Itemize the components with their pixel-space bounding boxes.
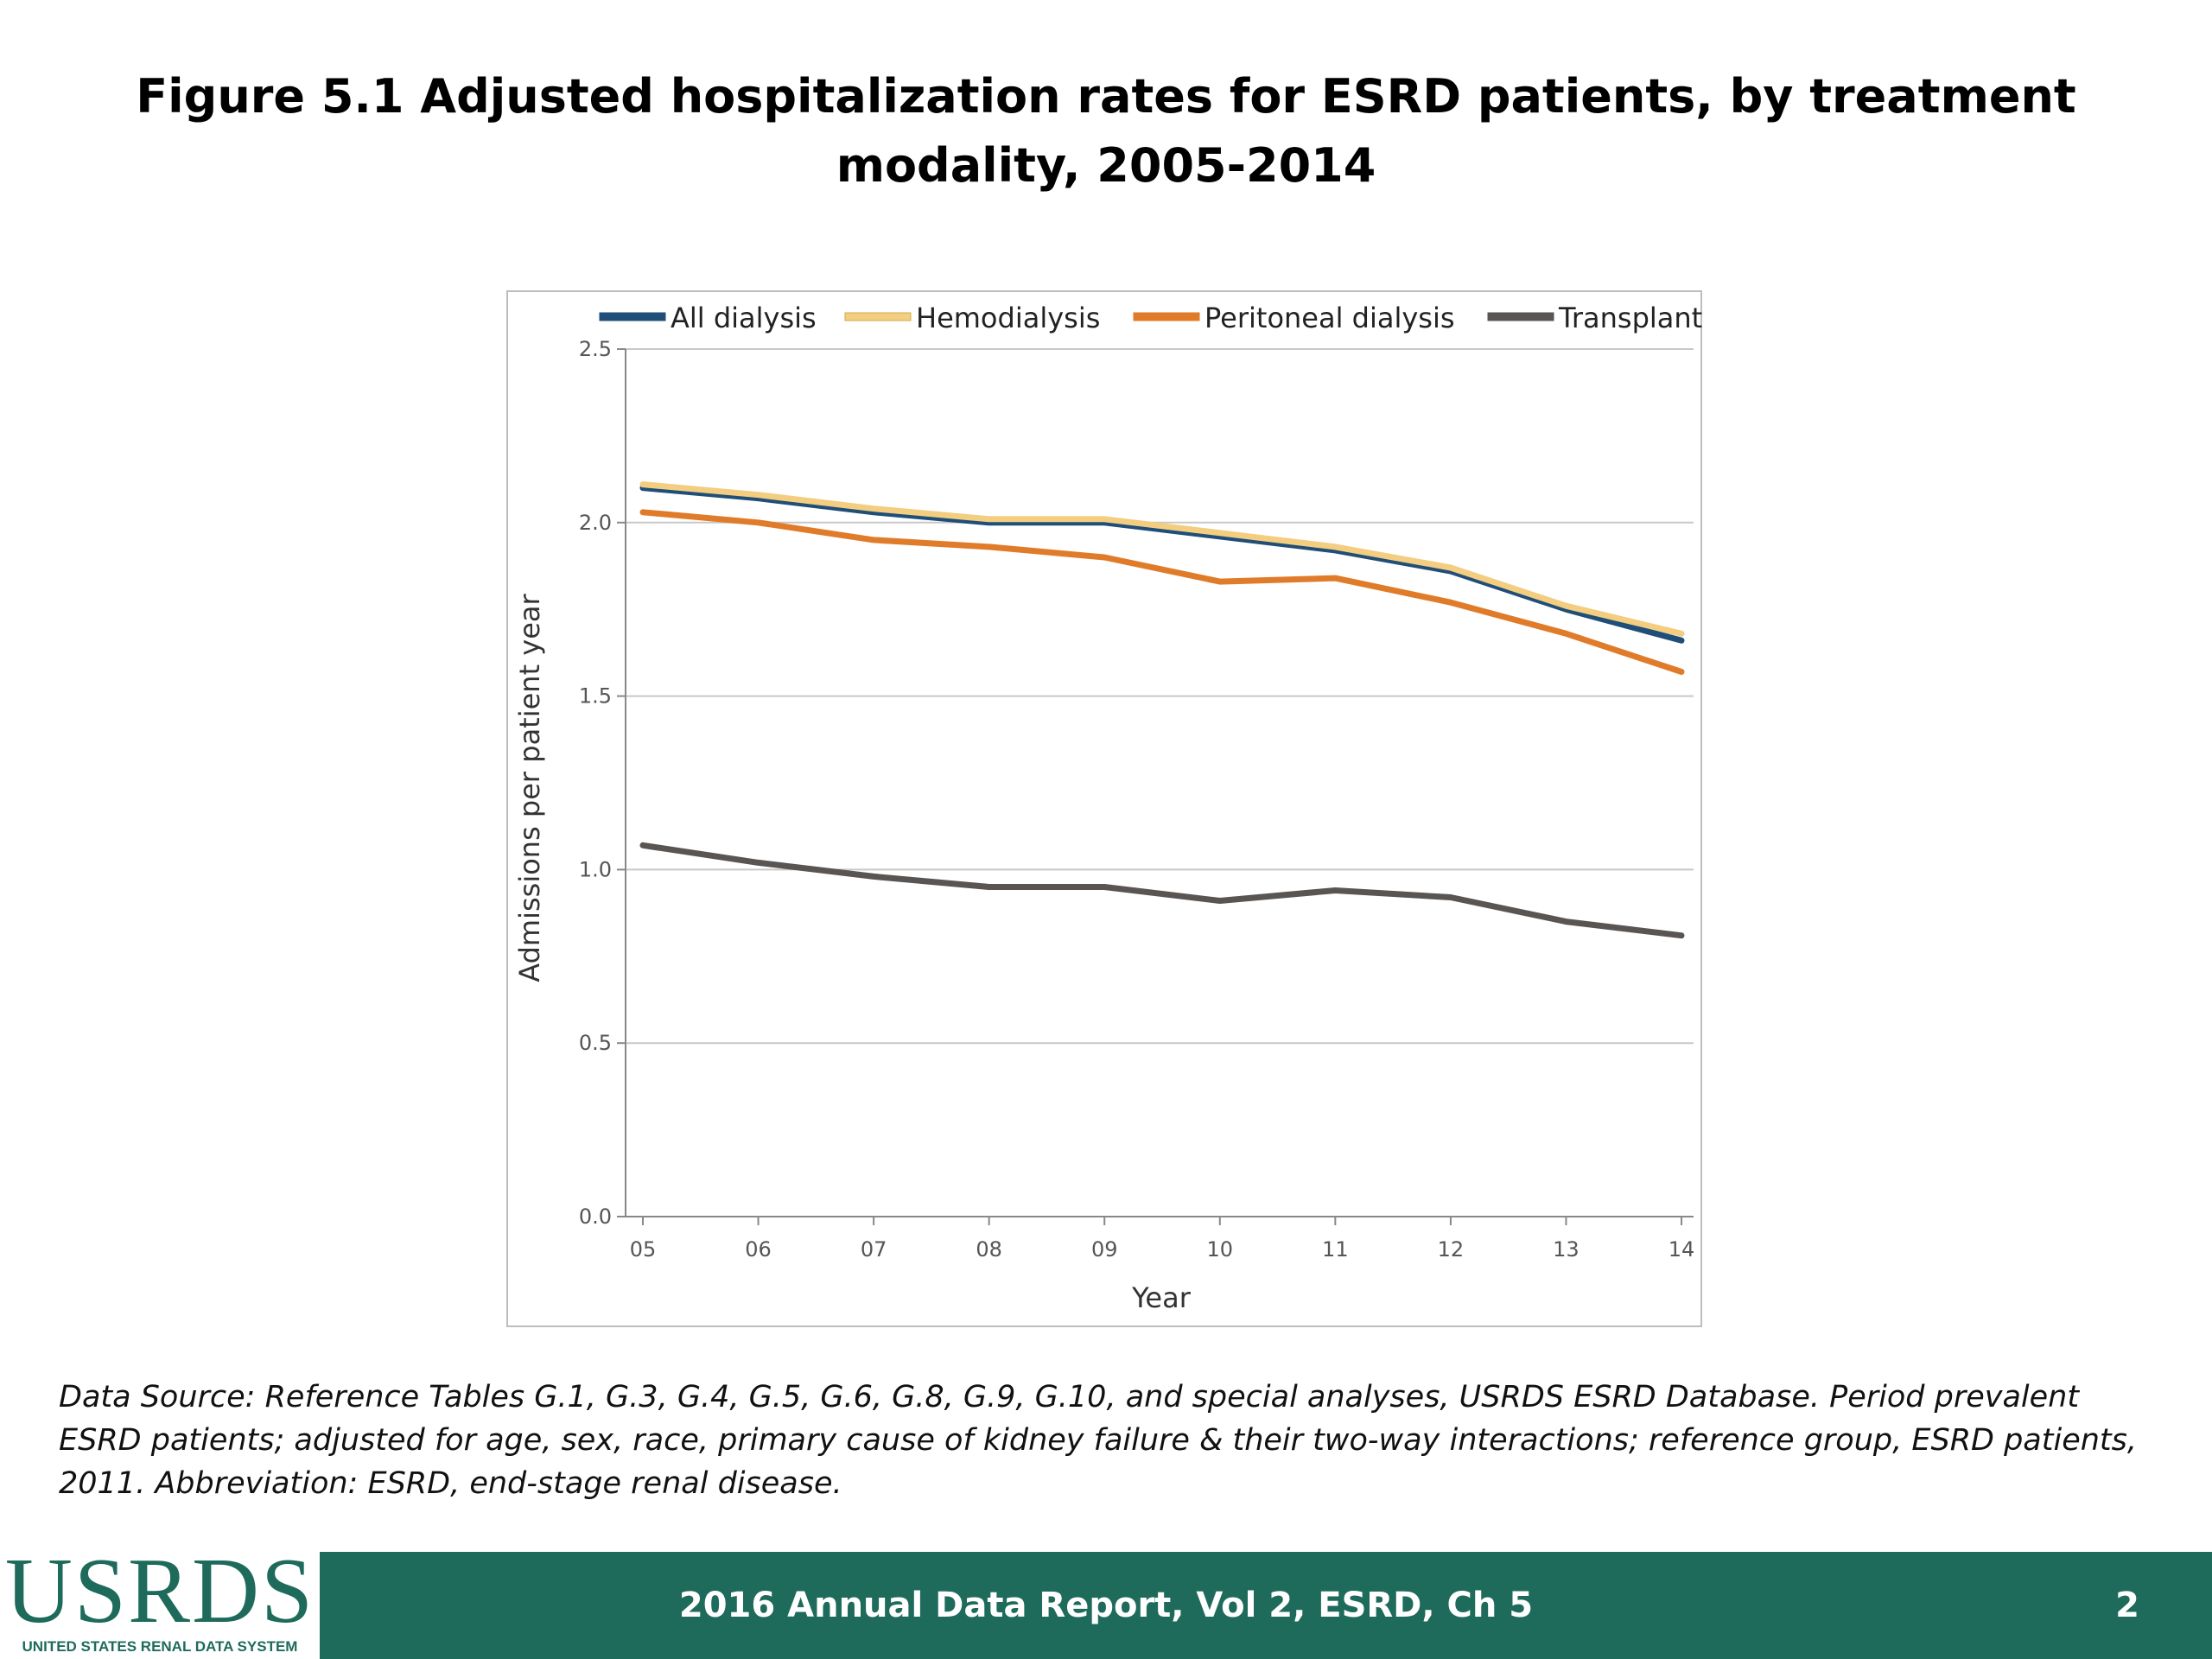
x-tick-label: 08 <box>976 1237 1002 1262</box>
x-tick-label: 09 <box>1091 1237 1118 1262</box>
legend-label-peritoneal-dialysis: Peritoneal dialysis <box>1205 302 1455 334</box>
x-tick-label: 07 <box>861 1237 887 1262</box>
y-tick-label: 2.0 <box>579 511 612 535</box>
legend-swatch-peritoneal-dialysis <box>1133 312 1200 321</box>
legend-swatch-transplant <box>1487 312 1554 321</box>
x-axis-title: Year <box>1131 1281 1192 1314</box>
x-tick-label: 11 <box>1322 1237 1349 1262</box>
x-tick-label: 12 <box>1438 1237 1465 1262</box>
logo-subtitle: UNITED STATES RENAL DATA SYSTEM <box>22 1638 298 1655</box>
series-line-peritoneal-dialysis <box>639 509 1685 675</box>
line-chart: 0.0 0.5 1.0 1.5 2.0 2.5 05 06 07 08 09 10 11 12 13 14 A… <box>513 302 1702 1314</box>
series-lines <box>639 481 1685 939</box>
y-tick-label: 0.5 <box>579 1031 612 1055</box>
x-tick-label: 13 <box>1553 1237 1580 1262</box>
logo-wordmark: USRDS <box>4 1540 315 1643</box>
legend-label-all-dialysis: All dialysis <box>671 302 817 334</box>
y-tick-label: 1.0 <box>579 857 612 881</box>
y-tick-label: 0.0 <box>579 1205 612 1229</box>
y-tick-label: 2.5 <box>579 337 612 361</box>
page-number: 2 <box>2115 1586 2139 1625</box>
legend-swatch-all-dialysis <box>599 312 666 321</box>
footer-report-title: 2016 Annual Data Report, Vol 2, ESRD, Ch… <box>678 1586 1534 1625</box>
data-source-footnote: Data Source: Reference Tables G.1, G.3, … <box>59 1380 2138 1501</box>
series-line-transplant <box>639 842 1685 939</box>
grid-lines <box>626 348 1694 1045</box>
x-tick-label: 05 <box>630 1237 657 1262</box>
x-tick-label: 14 <box>1669 1237 1695 1262</box>
chart-frame: 0.0 0.5 1.0 1.5 2.0 2.5 05 06 07 08 09 10 11 12 13 14 A… <box>506 290 1702 1327</box>
footer-bar: 2016 Annual Data Report, Vol 2, ESRD, Ch… <box>0 1552 2212 1659</box>
x-tick-label: 10 <box>1207 1237 1234 1262</box>
legend-label-hemodialysis: Hemodialysis <box>916 302 1100 334</box>
legend: All dialysis Hemodialysis Peritoneal dialy… <box>599 302 1702 334</box>
axes: 0.0 0.5 1.0 1.5 2.0 2.5 05 06 07 08 09 10 11 12 13 14 <box>579 337 1694 1262</box>
y-axis-title: Admissions per patient year <box>513 593 546 982</box>
page-title: Figure 5.1 Adjusted hospitalization rate… <box>136 69 2076 193</box>
usrds-logo: USRDS UNITED STATES RENAL DATA SYSTEM <box>0 1543 320 1659</box>
y-tick-label: 1.5 <box>579 684 612 709</box>
legend-label-transplant: Transplant <box>1558 302 1702 334</box>
series-line-all-dialysis <box>639 485 1685 644</box>
legend-swatch-hemodialysis <box>844 312 912 321</box>
x-tick-label: 06 <box>745 1237 772 1262</box>
series-line-hemodialysis <box>639 481 1685 637</box>
